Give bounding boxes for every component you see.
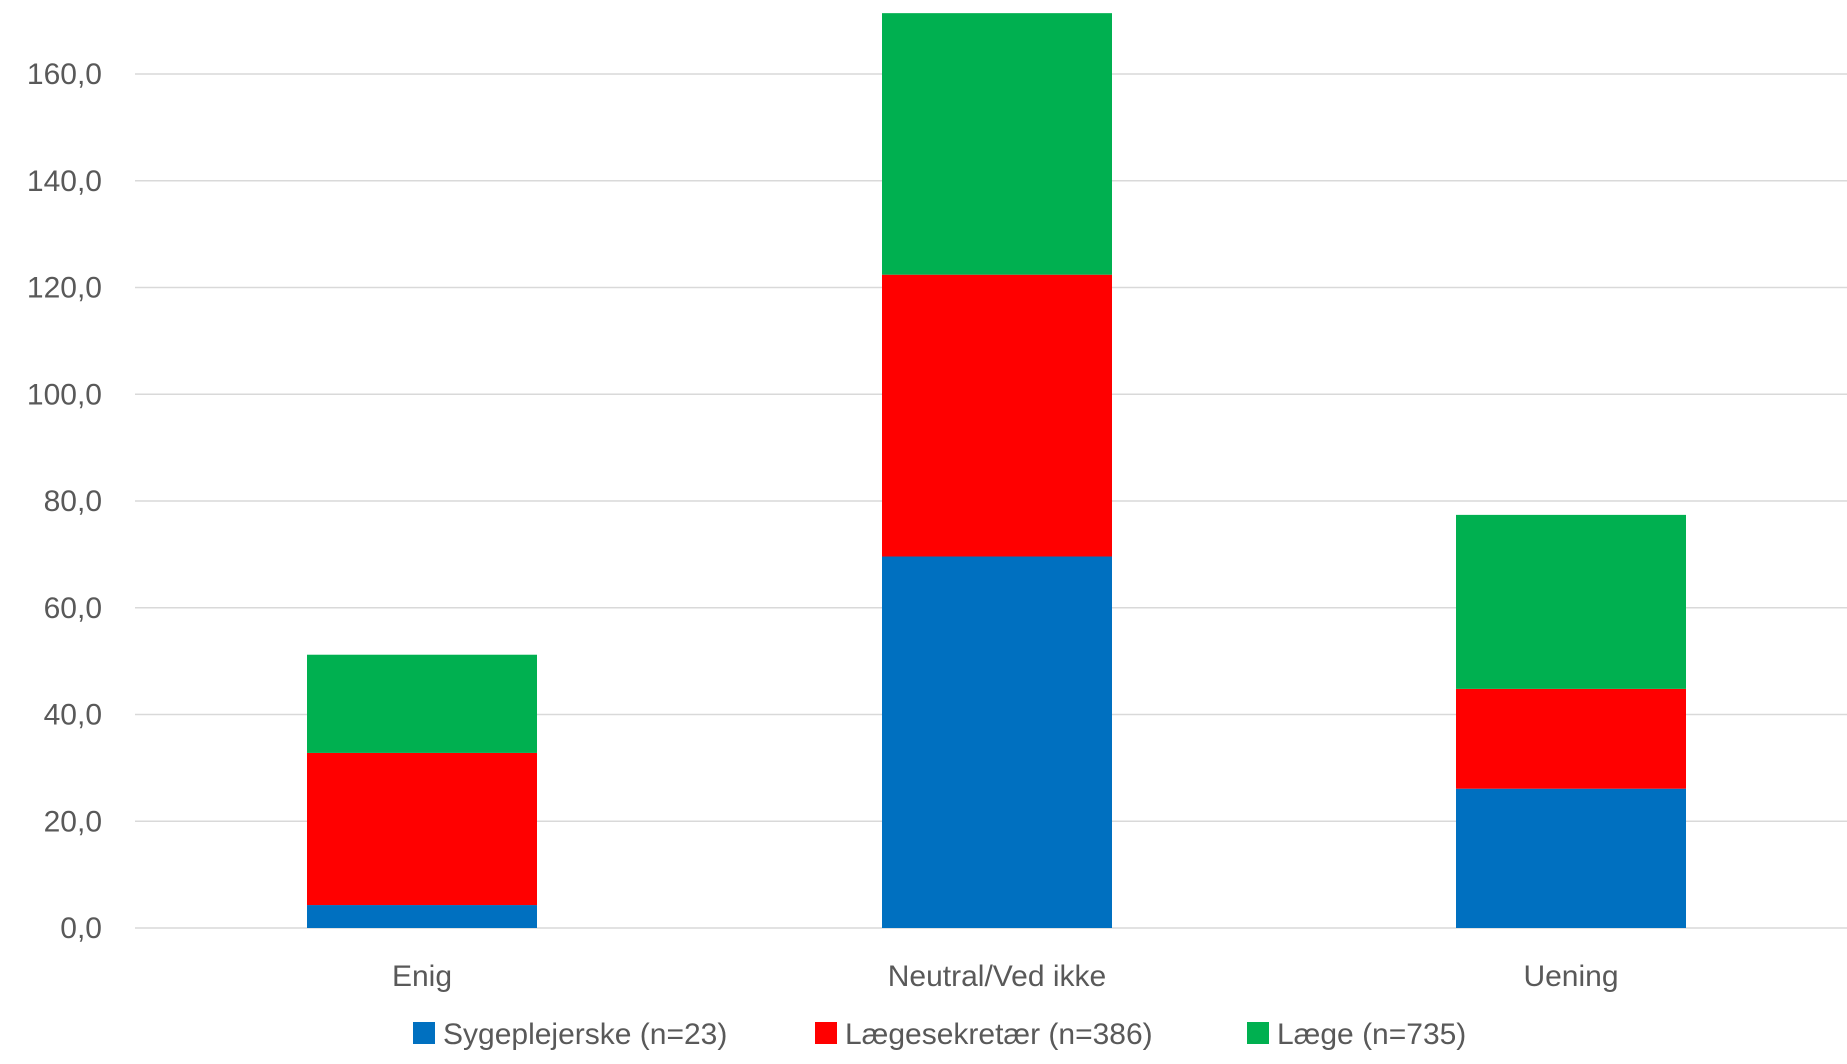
bar-segment-enig-series-1 bbox=[307, 753, 537, 905]
y-tick-label: 60,0 bbox=[44, 592, 102, 625]
x-category-label: Enig bbox=[392, 960, 452, 993]
y-tick-label: 20,0 bbox=[44, 805, 102, 838]
x-category-label: Neutral/Ved ikke bbox=[888, 960, 1106, 993]
legend-label: Læge (n=735) bbox=[1277, 1018, 1466, 1051]
bar-segment-neutral-ved-ikke-series-2 bbox=[882, 13, 1112, 275]
legend-swatch bbox=[413, 1022, 435, 1044]
legend-swatch bbox=[815, 1022, 837, 1044]
y-tick-label: 120,0 bbox=[27, 272, 102, 305]
legend: Sygeplejerske (n=23) Lægesekretær (n=386)… bbox=[413, 1018, 1466, 1051]
y-tick-label: 0,0 bbox=[60, 912, 102, 945]
bar-segment-enig-series-0 bbox=[307, 905, 537, 928]
y-tick-label: 40,0 bbox=[44, 699, 102, 732]
legend-swatch bbox=[1247, 1022, 1269, 1044]
x-category-label: Uening bbox=[1523, 960, 1618, 993]
bar-segment-enig-series-2 bbox=[307, 655, 537, 753]
legend-label: Sygeplejerske (n=23) bbox=[443, 1018, 727, 1051]
y-tick-label: 100,0 bbox=[27, 378, 102, 411]
x-axis-labels: Enig Neutral/Ved ikke Uening bbox=[392, 960, 1619, 993]
bar-segment-uening-series-1 bbox=[1456, 689, 1686, 789]
y-tick-label: 140,0 bbox=[27, 165, 102, 198]
y-tick-label: 160,0 bbox=[27, 58, 102, 91]
bars bbox=[307, 13, 1686, 928]
bar-segment-uening-series-0 bbox=[1456, 789, 1686, 928]
y-axis-ticks: 0,0 20,0 40,0 60,0 80,0 100,0 120,0 140,0 160,0 bbox=[27, 58, 102, 945]
legend-label: Lægesekretær (n=386) bbox=[845, 1018, 1153, 1051]
bar-segment-neutral-ved-ikke-series-0 bbox=[882, 557, 1112, 928]
bar-segment-uening-series-2 bbox=[1456, 515, 1686, 689]
y-tick-label: 80,0 bbox=[44, 485, 102, 518]
bar-segment-neutral-ved-ikke-series-1 bbox=[882, 275, 1112, 557]
